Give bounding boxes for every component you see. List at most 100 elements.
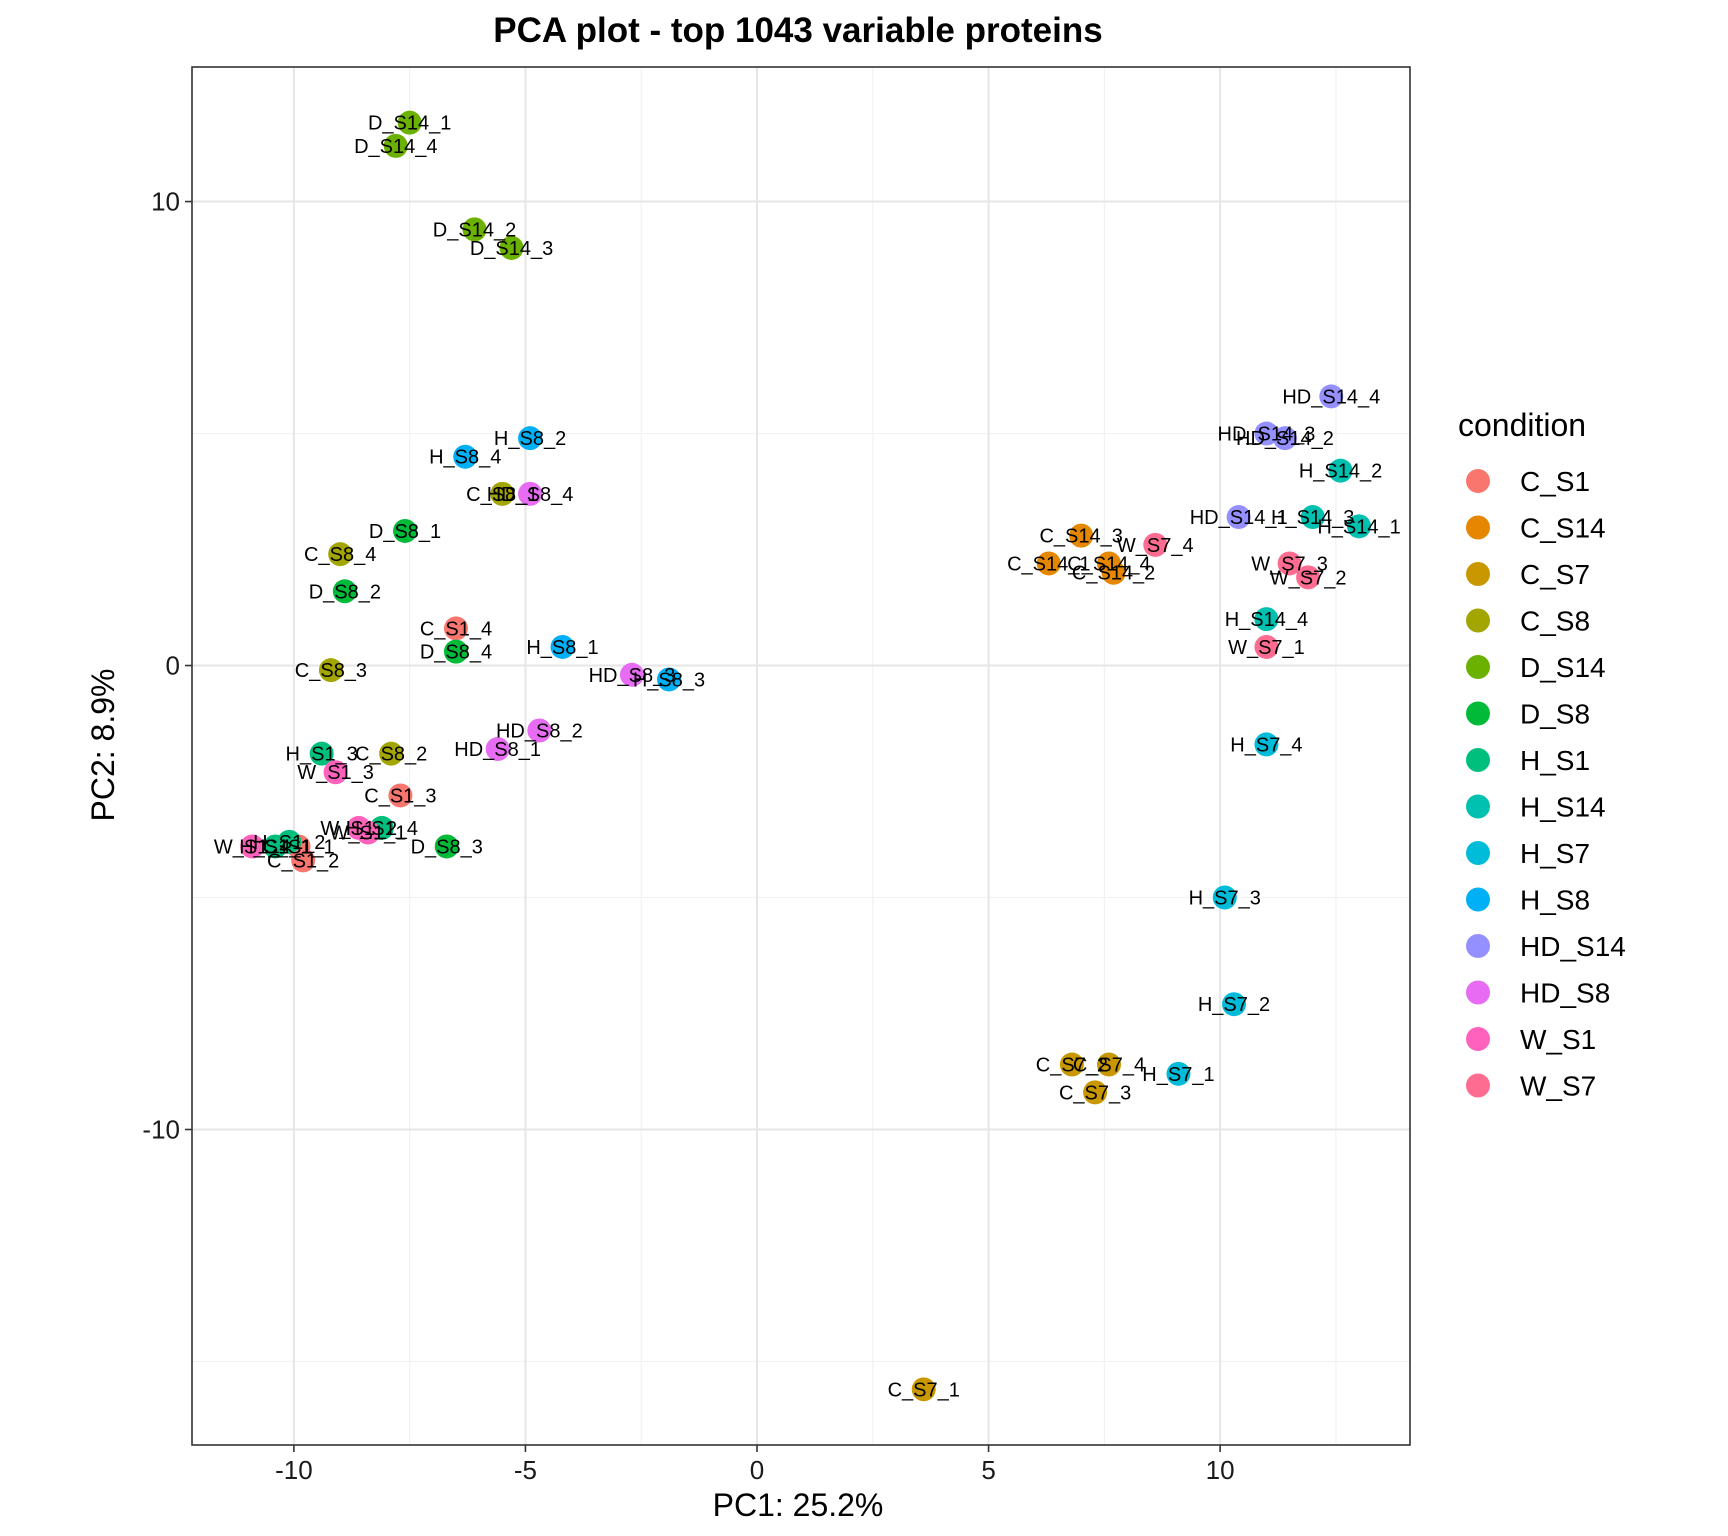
point-label: W_S1_2	[320, 818, 397, 840]
data-point-d-s14-4	[383, 133, 408, 158]
point-label: H_S8_3	[633, 669, 705, 691]
data-point-c-s8-2	[379, 741, 404, 766]
point-label: H_S1_1	[239, 836, 311, 858]
legend-label: H_S7	[1520, 838, 1590, 869]
point-label: W_S1_3	[297, 762, 374, 784]
y-tick-label: -10	[142, 1114, 180, 1144]
data-point-d-s14-1	[397, 110, 422, 135]
data-point-hd-s8-2	[527, 718, 552, 743]
legend-title: condition	[1458, 407, 1586, 443]
point-label: C_S14_4	[1067, 553, 1150, 575]
point-label: C_S14_1	[1007, 553, 1090, 575]
point-label: C_S1_2	[267, 850, 339, 872]
point-label: C_S8_4	[304, 544, 376, 566]
legend-label: C_S1	[1520, 466, 1590, 497]
point-label: H_S1_4	[346, 818, 418, 840]
data-point-c-s7-1	[911, 1377, 936, 1402]
data-point-h-s1-2	[277, 829, 302, 854]
data-point-hd-s8-1	[485, 737, 510, 762]
legend-key-h-s8	[1466, 887, 1490, 912]
point-label: HD_S14_4	[1282, 386, 1380, 408]
legend-label: W_S7	[1520, 1071, 1596, 1102]
legend-key-h-s7	[1466, 841, 1490, 865]
x-tick-label: -5	[514, 1455, 537, 1485]
data-point-w-s1-3	[323, 760, 348, 785]
point-label: D_S14_2	[433, 219, 516, 241]
y-tick-label: 10	[151, 187, 180, 217]
legend-label: C_S7	[1520, 559, 1590, 590]
data-point-hd-s8-4	[518, 481, 543, 506]
data-point-d-s8-3	[434, 834, 459, 859]
legend-label: D_S14	[1520, 652, 1606, 683]
point-label: C_S14_2	[1072, 563, 1155, 585]
point-label: HD_S8_1	[454, 739, 541, 761]
data-point-c-s14-3	[1069, 523, 1094, 548]
legend-key-w-s7	[1466, 1073, 1490, 1098]
chart-title: PCA plot - top 1043 variable proteins	[493, 11, 1102, 50]
point-label: C_S1_1	[262, 836, 334, 858]
point-label: D_S8_1	[369, 521, 441, 543]
legend-key-c-s7	[1466, 562, 1490, 586]
point-label: H_S7_3	[1189, 888, 1261, 910]
data-point-h-s7-4	[1254, 732, 1279, 757]
data-point-h-s14-1	[1347, 514, 1372, 539]
data-point-d-s8-1	[393, 518, 418, 543]
data-point-c-s1-4	[443, 616, 468, 641]
data-point-c-s8-4	[328, 542, 353, 567]
data-point-h-s14-4	[1254, 607, 1279, 632]
legend-label: D_S8	[1520, 699, 1590, 730]
legend-label: HD_S8	[1520, 978, 1610, 1009]
data-point-d-s14-3	[499, 235, 524, 260]
data-point-c-s1-3	[388, 783, 413, 808]
point-label: HD_S8_2	[496, 720, 583, 742]
data-point-h-s8-3	[657, 667, 682, 692]
point-label: C_S7_3	[1059, 1082, 1131, 1104]
data-point-hd-s14-1	[1226, 505, 1251, 530]
legend-key-hd-s14	[1466, 934, 1490, 958]
point-label: H_S14_4	[1225, 609, 1308, 631]
data-point-hd-s14-2	[1272, 426, 1297, 451]
point-label: D_S14_4	[354, 136, 437, 158]
point-label: D_S8_3	[411, 836, 483, 858]
data-point-c-s1-2	[291, 848, 316, 873]
x-tick-label: 5	[981, 1455, 995, 1485]
data-point-h-s7-3	[1212, 885, 1237, 910]
point-label: W_S1_1	[330, 823, 407, 845]
legend-key-c-s8	[1466, 608, 1490, 633]
data-point-d-s8-4	[443, 639, 468, 664]
axis-ticks: -10 -5 0 5 10 -10 0 10	[142, 187, 1234, 1485]
plot-panel-border	[191, 66, 1411, 1446]
point-label: C_S7_4	[1073, 1055, 1145, 1077]
point-label: H_S8_1	[526, 637, 598, 659]
point-label: D_S14_1	[368, 113, 451, 135]
point-label: HD_S14_1	[1190, 507, 1288, 529]
y-axis-title: PC2: 8.9%	[85, 669, 121, 822]
point-labels-layer: D_S14_1D_S14_4 D_S14_2D_S14_3 H_S8_2H_S8_4…	[214, 113, 1401, 1402]
point-label: H_S8_2	[494, 428, 566, 450]
data-point-d-s8-2	[332, 579, 357, 604]
legend-label: H_S8	[1520, 885, 1590, 916]
legend-key-c-s14	[1466, 515, 1490, 540]
data-point-h-s7-2	[1222, 992, 1247, 1017]
point-label: C_S14_3	[1039, 526, 1122, 548]
point-label: W_S7_3	[1251, 553, 1328, 575]
point-label: D_S8_4	[420, 642, 492, 664]
data-point-w-s7-2	[1296, 565, 1321, 590]
data-point-h-s8-4	[453, 444, 478, 469]
data-point-h-s14-2	[1328, 458, 1353, 483]
legend-label: C_S8	[1520, 606, 1590, 637]
data-point-c-s14-2	[1101, 560, 1126, 585]
data-point-w-s7-1	[1254, 634, 1279, 659]
point-label: W_S7_4	[1117, 535, 1194, 557]
point-label: HD_S14_2	[1236, 428, 1334, 450]
point-label: H_S1_2	[253, 832, 325, 854]
point-label: D_S14_3	[470, 238, 553, 260]
data-point-h-s14-3	[1300, 505, 1325, 530]
data-point-d-s14-2	[462, 217, 487, 242]
legend-key-d-s8	[1466, 701, 1490, 726]
point-label: C_S8_3	[295, 660, 367, 682]
data-point-w-s7-4	[1143, 532, 1168, 557]
